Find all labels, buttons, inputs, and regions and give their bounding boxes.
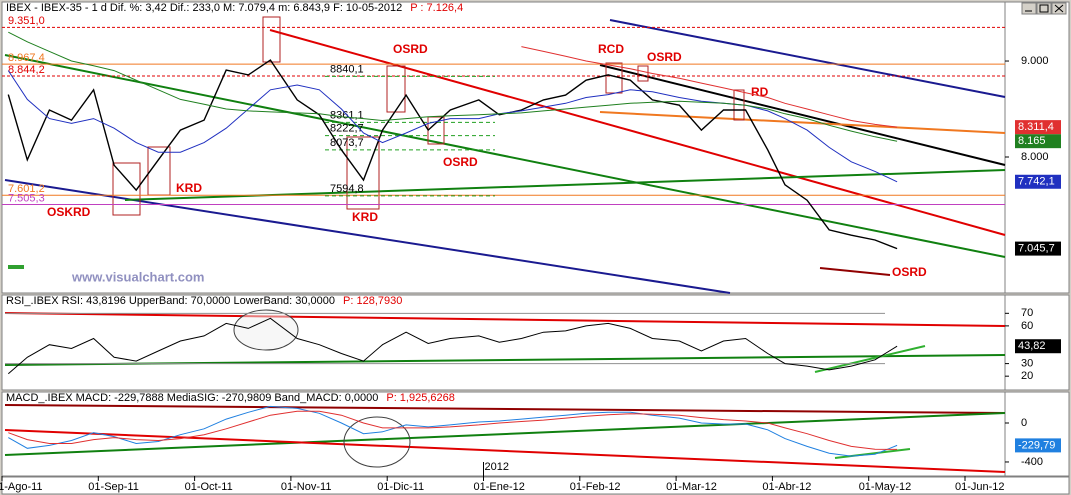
annotation: OSRD [393, 42, 428, 56]
level-label: 7.505,3 [8, 192, 45, 204]
trend-line [819, 267, 891, 276]
trend-lines [4, 19, 1006, 473]
level-label: 8.967,4 [8, 52, 45, 64]
y-tick-label: 8.000 [1021, 151, 1049, 163]
window-buttons[interactable] [1021, 2, 1067, 15]
series-line [8, 31, 898, 142]
pattern-boxes [112, 16, 745, 216]
panel-price: P : 7.126,4 [410, 2, 463, 14]
y-tick-label: 0 [1021, 417, 1027, 429]
trend-line [609, 19, 1006, 98]
pattern-box [637, 65, 649, 82]
series-line [8, 405, 898, 457]
highlight-ellipse [233, 309, 299, 351]
series-line [521, 46, 898, 128]
series-line [7, 70, 898, 183]
trend-line [4, 312, 1006, 327]
annotation: RCD [598, 42, 624, 56]
y-tick-label: -400 [1021, 456, 1043, 468]
x-tick-label: 01-Abr-12 [762, 481, 811, 493]
panel-price: P: 1,925,6268 [386, 392, 455, 404]
annotation: RD [751, 85, 769, 99]
close-icon [1054, 4, 1064, 13]
trend-line [4, 412, 1006, 456]
annotation: OSRD [443, 155, 478, 169]
last-value-label: 8.311,4 [1018, 121, 1054, 133]
panel-price: P: 128,7930 [343, 295, 402, 307]
annotation: OSRD [892, 265, 927, 279]
indicator-icon [8, 265, 24, 269]
y-tick-label: 60 [1021, 320, 1033, 332]
watermark: www.visualchart.com [71, 269, 204, 284]
pattern-box [112, 162, 141, 216]
trend-line [599, 64, 1006, 166]
last-value-box [1015, 174, 1061, 189]
x-tick-label: 01-Dic-11 [377, 481, 424, 493]
trend-line [4, 54, 1006, 258]
level-label: 8.844,2 [8, 64, 45, 76]
maximize-button[interactable] [1036, 2, 1052, 15]
last-value-label: 43,82 [1018, 340, 1046, 352]
last-value-box [1015, 241, 1061, 256]
x-tick-label: 01-Feb-12 [570, 481, 621, 493]
last-value-label: 8.165 [1018, 135, 1046, 147]
retracement-label: 8222,7 [330, 123, 364, 135]
trend-line [814, 345, 926, 373]
last-value-label: 7.742,1 [1018, 176, 1055, 188]
last-value-label: -229,79 [1018, 439, 1055, 451]
rsi-panel [1, 294, 1006, 391]
trend-line [834, 448, 911, 459]
x-tick-label: 01-Ene-12 [474, 481, 525, 493]
minimize-button[interactable] [1021, 2, 1037, 15]
last-value-box [1015, 120, 1061, 135]
x-tick-label: 01-Sep-11 [88, 481, 139, 493]
highlight-ellipse [343, 416, 411, 468]
panel-title: IBEX - IBEX-35 - 1 d Dif. %: 3,42 Dif.: … [6, 2, 402, 14]
trend-line [4, 404, 1006, 414]
macd-axis [1004, 391, 1070, 477]
series-line [7, 59, 898, 250]
y-tick-label: 20 [1021, 370, 1033, 382]
retracement-label: 7594,8 [330, 183, 364, 195]
panel-title: MACD_.IBEX MACD: -229,7888 MediaSIG: -27… [6, 392, 378, 404]
retracement-label: 8840,1 [330, 63, 364, 75]
annotation: OSKRD [47, 205, 91, 219]
y-tick-label: 30 [1021, 358, 1033, 370]
annotation: KRD [352, 210, 378, 224]
y-tick-label: 70 [1021, 307, 1033, 319]
x-tick-label: 01-Mar-12 [666, 481, 717, 493]
level-label: 7.601,2 [8, 183, 45, 195]
last-value-box [1015, 339, 1061, 354]
x-tick-label: 01-Ago-11 [0, 481, 43, 493]
x-tick-label: 01-Oct-11 [185, 481, 233, 493]
last-value-box [1015, 134, 1061, 149]
x-axis [1, 476, 1070, 495]
series-line [8, 410, 898, 450]
x-tick-label: 01-Jun-12 [955, 481, 1005, 493]
panel-title: RSI_.IBEX RSI: 43,8196 UpperBand: 70,000… [6, 295, 335, 307]
x-tick-label: 01-May-12 [859, 481, 912, 493]
last-value-label: 7.045,7 [1018, 242, 1055, 254]
x-tick-label: 01-Nov-11 [281, 481, 332, 493]
series-line [7, 317, 898, 375]
level-label: 9.351,0 [8, 15, 45, 27]
pattern-box [386, 65, 406, 113]
year-label: 2012 [485, 461, 509, 473]
pattern-box [346, 136, 380, 210]
trend-line [4, 179, 731, 294]
annotation: KRD [176, 181, 202, 195]
y-tick-label: 9.000 [1021, 55, 1049, 67]
trend-line [599, 111, 1006, 134]
annotation: OSRD [647, 50, 682, 64]
last-value-box [1015, 438, 1061, 453]
maximize-icon [1039, 4, 1049, 13]
